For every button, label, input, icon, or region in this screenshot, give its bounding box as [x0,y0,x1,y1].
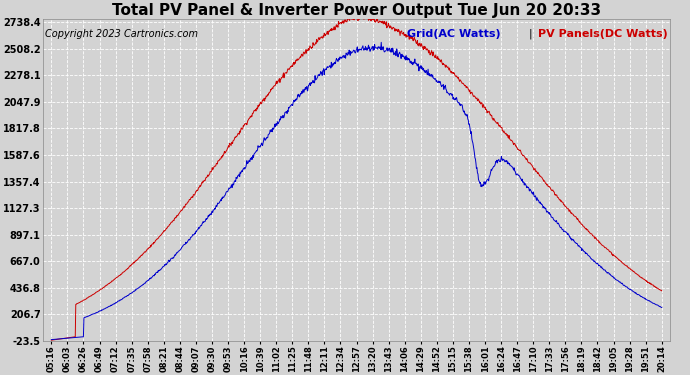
Text: |: | [529,28,533,39]
Text: Grid(AC Watts): Grid(AC Watts) [406,28,500,39]
Text: PV Panels(DC Watts): PV Panels(DC Watts) [538,28,668,39]
Text: Copyright 2023 Cartronics.com: Copyright 2023 Cartronics.com [45,28,197,39]
Title: Total PV Panel & Inverter Power Output Tue Jun 20 20:33: Total PV Panel & Inverter Power Output T… [112,3,601,18]
